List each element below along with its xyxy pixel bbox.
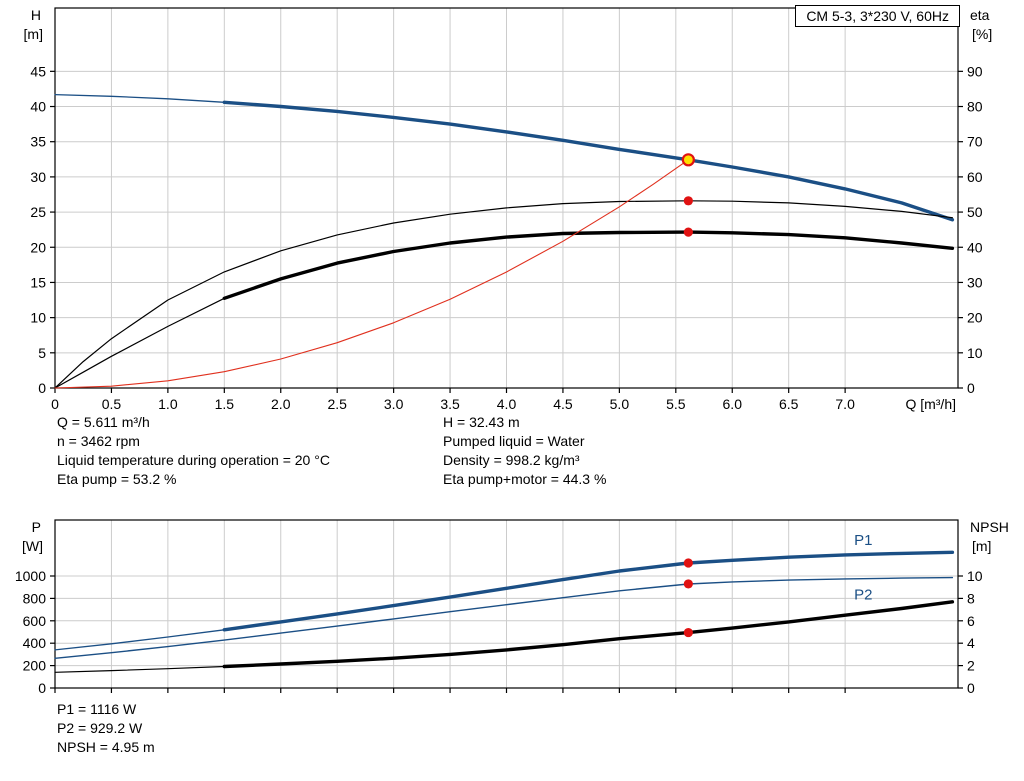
svg-text:800: 800 [23,590,47,606]
duty-point-marker [681,153,695,167]
svg-text:P: P [32,519,41,535]
svg-text:10: 10 [967,568,983,584]
power-info-column: P1 = 1116 W P2 = 929.2 W NPSH = 4.95 m [57,700,155,757]
svg-text:0: 0 [967,380,975,396]
curve-h-thick [222,100,955,222]
svg-text:600: 600 [23,613,47,629]
info-density: Density = 998.2 kg/m³ [443,452,580,468]
npsh-dot-marker [683,627,693,638]
curve-system-curve [54,159,689,389]
svg-text:70: 70 [967,134,983,150]
curve-h [54,93,954,221]
svg-text:2.5: 2.5 [327,396,347,412]
svg-text:[m]: [m] [972,538,991,554]
info-liquid-temperature: Liquid temperature during operation = 20… [57,452,330,468]
svg-text:eta: eta [970,7,990,23]
curve-npsh [54,601,954,673]
svg-text:H: H [31,7,41,23]
p2-dot-marker [683,579,693,589]
svg-text:400: 400 [23,635,47,651]
info-npsh: NPSH = 4.95 m [57,739,155,755]
curve-eta-pump [54,200,954,389]
svg-text:80: 80 [967,99,983,115]
svg-text:45: 45 [30,63,46,79]
svg-text:5.5: 5.5 [666,396,686,412]
svg-text:3.5: 3.5 [440,396,460,412]
series-label-p1: P1 [854,532,872,549]
info-p1: P1 = 1116 W [57,701,137,717]
series-label-p2: P2 [854,587,872,604]
info-p2: P2 = 929.2 W [57,720,143,736]
svg-text:35: 35 [30,134,46,150]
svg-text:6.5: 6.5 [779,396,799,412]
curve-eta-pump-motor-thick [222,230,955,300]
svg-text:0: 0 [51,396,59,412]
svg-text:50: 50 [967,204,983,220]
svg-text:1.5: 1.5 [215,396,235,412]
svg-text:40: 40 [967,239,983,255]
svg-text:0: 0 [967,680,975,696]
svg-text:200: 200 [23,658,47,674]
info-pumped-liquid: Pumped liquid = Water [443,433,585,449]
svg-text:8: 8 [967,590,975,606]
chart-0: 0 5 10 15 20 25 30 35 40 45 0 10 20 30 40 50 60 70 80 90 0 0.… [24,7,993,412]
p1-dot-marker [683,558,693,568]
svg-text:30: 30 [30,169,46,185]
svg-text:25: 25 [30,204,46,220]
svg-text:2: 2 [967,658,975,674]
svg-text:1000: 1000 [15,568,46,584]
svg-text:10: 10 [967,345,983,361]
svg-text:[%]: [%] [972,26,992,42]
svg-text:20: 20 [967,310,983,326]
svg-text:90: 90 [967,63,983,79]
svg-text:5.0: 5.0 [610,396,630,412]
svg-text:4.0: 4.0 [497,396,517,412]
info-speed: n = 3462 rpm [57,433,140,449]
curve-p1-thick [222,550,955,632]
svg-text:[W]: [W] [22,538,43,554]
svg-text:20: 20 [30,239,46,255]
eta-pump-dot-marker [683,196,693,206]
svg-text:2.0: 2.0 [271,396,291,412]
info-head: H = 32.43 m [443,414,520,430]
svg-text:0.5: 0.5 [102,396,122,412]
svg-text:6: 6 [967,613,975,629]
pump-model-title-box: CM 5-3, 3*230 V, 60Hz [795,5,960,27]
svg-text:60: 60 [967,169,983,185]
curve-p2 [54,576,954,659]
info-eta-pump-motor: Eta pump+motor = 44.3 % [443,471,607,487]
svg-text:Q [m³/h]: Q [m³/h] [905,396,956,412]
svg-text:4.5: 4.5 [553,396,573,412]
svg-text:1.0: 1.0 [158,396,178,412]
eta-total-dot-marker [683,227,693,237]
svg-text:30: 30 [967,274,983,290]
svg-text:0: 0 [38,380,46,396]
info-eta-pump: Eta pump = 53.2 % [57,471,177,487]
svg-text:5: 5 [38,345,46,361]
curve-eta-pump-motor [54,231,954,389]
svg-text:6.0: 6.0 [723,396,743,412]
duty-info-right-column: H = 32.43 m Pumped liquid = Water Densit… [443,413,606,489]
svg-text:10: 10 [30,310,46,326]
svg-text:15: 15 [30,274,46,290]
svg-text:3.0: 3.0 [384,396,404,412]
chart-1: 0 200 400 600 800 1000 0 2 4 6 8 10 P [W] NPSH [m] P1 P2 [15,519,1009,696]
svg-text:40: 40 [30,99,46,115]
curve-p1 [54,551,954,651]
info-flow: Q = 5.611 m³/h [57,414,150,430]
curve-npsh-thick [222,600,955,669]
svg-text:[m]: [m] [24,26,43,42]
svg-text:7.0: 7.0 [835,396,855,412]
svg-text:NPSH: NPSH [970,519,1009,535]
duty-info-left-column: Q = 5.611 m³/h n = 3462 rpm Liquid tempe… [57,413,330,489]
svg-text:4: 4 [967,635,975,651]
svg-text:0: 0 [38,680,46,696]
